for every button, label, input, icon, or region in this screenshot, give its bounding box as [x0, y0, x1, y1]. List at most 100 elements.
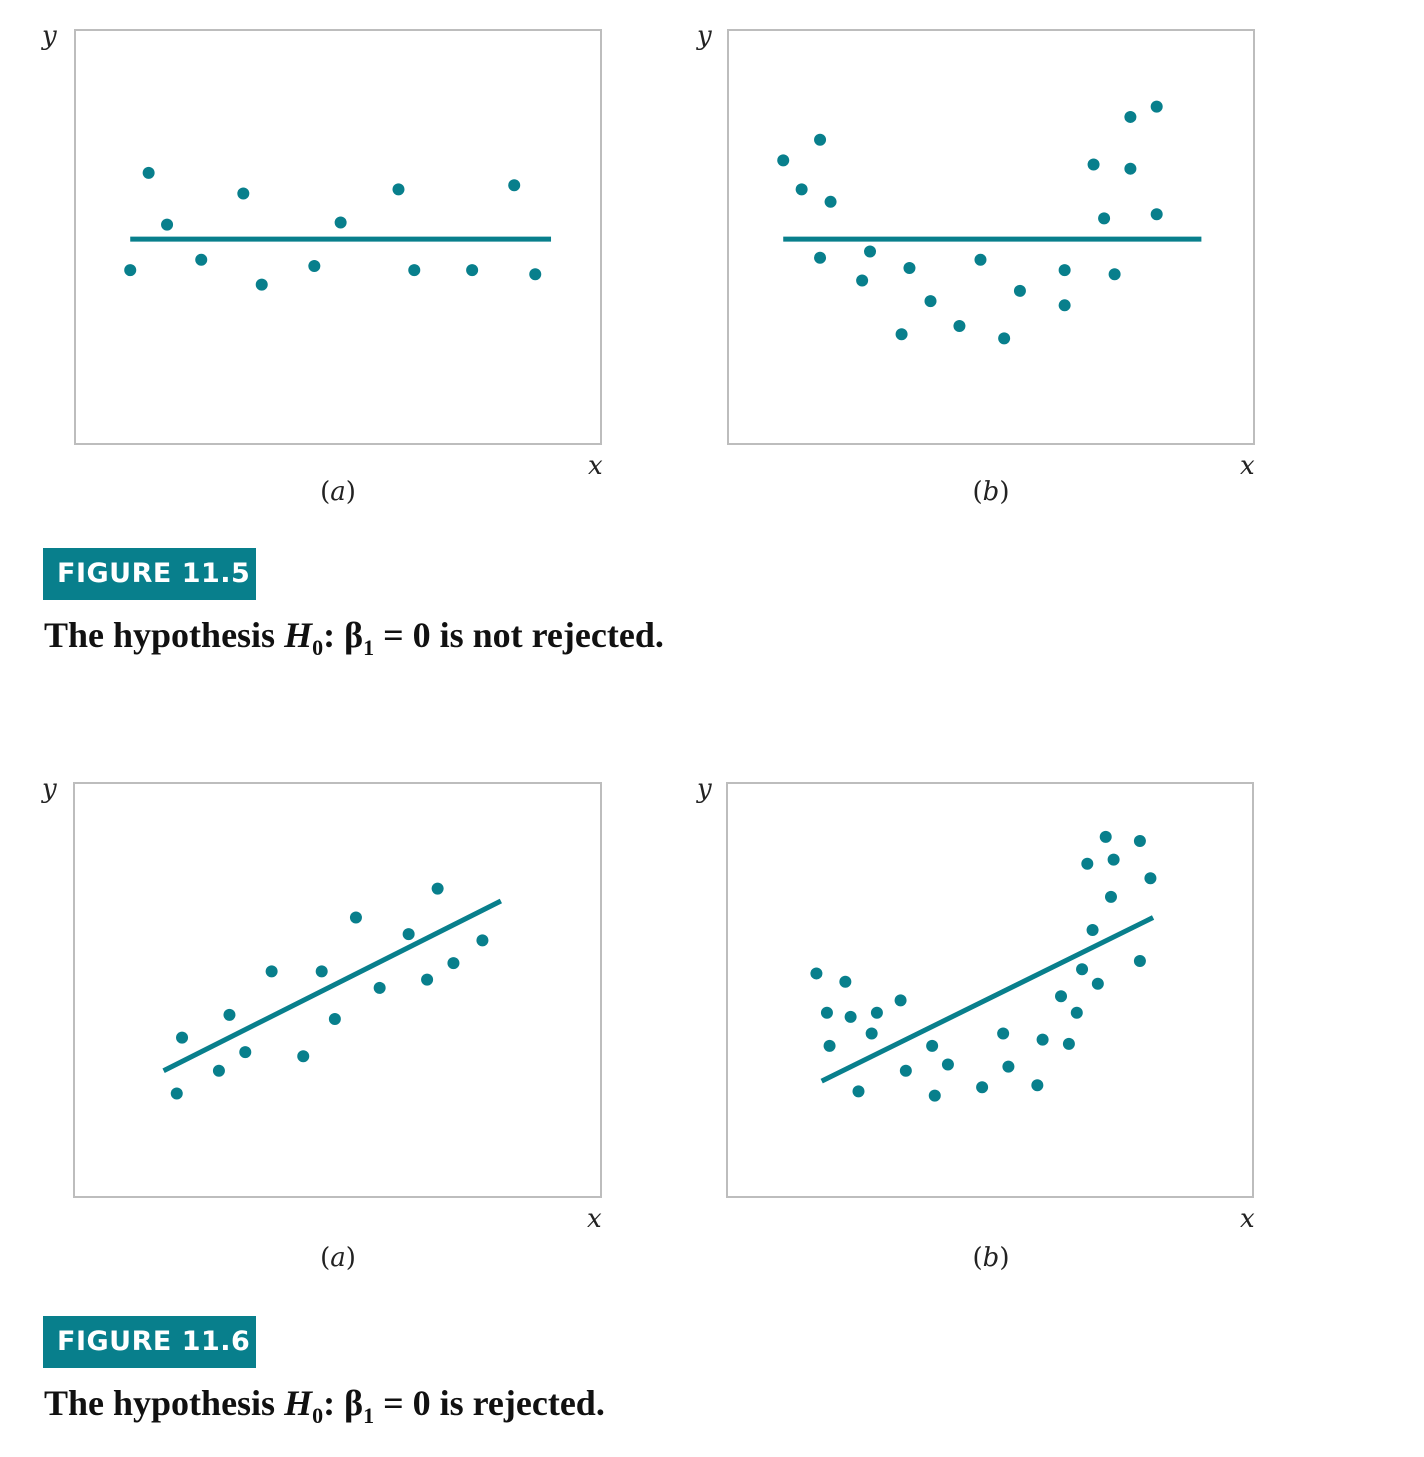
y-axis-label: y — [696, 774, 712, 804]
plot-frame — [74, 29, 602, 445]
data-point — [1091, 977, 1104, 990]
data-point — [899, 1064, 912, 1077]
data-point — [976, 1081, 989, 1094]
data-point — [1133, 955, 1146, 968]
data-point — [1058, 264, 1071, 277]
data-point — [928, 1089, 941, 1102]
y-axis-label: y — [41, 774, 57, 804]
data-point — [1124, 162, 1137, 175]
data-point — [373, 981, 386, 994]
data-point — [223, 1008, 236, 1021]
data-point — [239, 1046, 252, 1059]
data-point — [941, 1058, 954, 1071]
data-point — [864, 245, 877, 258]
data-point — [431, 882, 444, 895]
data-point — [508, 179, 521, 192]
plot-frame — [73, 782, 602, 1198]
data-point — [1031, 1079, 1044, 1092]
data-point — [795, 183, 808, 196]
data-point — [402, 928, 415, 941]
data-point — [894, 994, 907, 1007]
data-point — [1104, 890, 1117, 903]
data-point — [814, 133, 827, 146]
data-point — [1036, 1033, 1049, 1046]
data-point — [1087, 158, 1100, 171]
data-point — [1086, 923, 1099, 936]
panel-label: (a) — [320, 477, 356, 507]
panel-label: (a) — [320, 1243, 356, 1273]
data-point — [124, 264, 137, 277]
data-point — [1055, 990, 1068, 1003]
figure-11-5-caption: The hypothesis H0: β1 = 0 is not rejecte… — [44, 615, 664, 661]
data-point — [998, 332, 1011, 345]
figure-11-5-badge: FIGURE 11.5 — [43, 548, 256, 600]
panel-label: (b) — [973, 1243, 1010, 1273]
data-point — [1107, 853, 1120, 866]
data-point — [1133, 834, 1146, 847]
data-point — [1076, 963, 1089, 976]
data-point — [466, 264, 479, 277]
data-point — [392, 183, 405, 196]
data-point — [212, 1064, 225, 1077]
data-point — [1098, 212, 1111, 225]
data-point — [852, 1085, 865, 1098]
data-point — [328, 1012, 341, 1025]
data-point — [903, 262, 916, 275]
data-point — [777, 154, 790, 167]
y-axis-label: y — [41, 21, 57, 51]
data-point — [1099, 830, 1112, 843]
data-point — [926, 1039, 939, 1052]
x-axis-label: x — [1240, 451, 1255, 481]
y-axis-label: y — [696, 21, 712, 51]
data-point — [823, 1039, 836, 1052]
data-point — [997, 1027, 1010, 1040]
data-point — [161, 218, 174, 231]
data-point — [1062, 1037, 1075, 1050]
data-point — [237, 187, 250, 200]
data-point — [870, 1006, 883, 1019]
x-axis-label: x — [1240, 1204, 1255, 1234]
data-point — [408, 264, 421, 277]
data-point — [315, 965, 328, 978]
data-point — [334, 216, 347, 229]
data-point — [349, 911, 362, 924]
x-axis-label: x — [587, 1204, 602, 1234]
fitted-line — [820, 915, 1155, 1084]
data-point — [1058, 299, 1071, 312]
data-point — [924, 295, 937, 308]
data-point — [1108, 268, 1121, 281]
data-point — [974, 253, 987, 266]
data-point — [895, 328, 908, 341]
data-point — [447, 957, 460, 970]
data-point — [1150, 100, 1163, 113]
plot-frame — [726, 782, 1254, 1198]
data-point — [865, 1027, 878, 1040]
data-point — [195, 253, 208, 266]
panel-11-6a: y x (a) — [41, 774, 602, 1273]
x-axis-label: x — [588, 451, 603, 481]
data-point — [824, 195, 837, 208]
data-point — [844, 1010, 857, 1023]
fitted-line — [162, 898, 502, 1073]
data-point — [820, 1006, 833, 1019]
data-point — [142, 166, 155, 179]
data-point — [856, 274, 869, 287]
data-point — [255, 278, 268, 291]
data-point — [308, 259, 321, 272]
data-point — [1124, 110, 1137, 123]
data-point — [1144, 872, 1157, 885]
data-point — [953, 320, 966, 333]
data-point — [1150, 208, 1163, 221]
data-point — [170, 1087, 183, 1100]
data-point — [1013, 284, 1026, 297]
data-point — [176, 1031, 189, 1044]
panel-11-5b: y x (b) — [696, 21, 1255, 507]
figure-11-6-badge: FIGURE 11.6 — [43, 1316, 256, 1368]
data-point — [529, 268, 542, 281]
panel-11-5a: y x (a) — [41, 21, 603, 507]
data-point — [1070, 1006, 1083, 1019]
panel-11-6b: y x (b) — [696, 774, 1255, 1273]
data-point — [1002, 1060, 1015, 1073]
data-point — [297, 1050, 310, 1063]
